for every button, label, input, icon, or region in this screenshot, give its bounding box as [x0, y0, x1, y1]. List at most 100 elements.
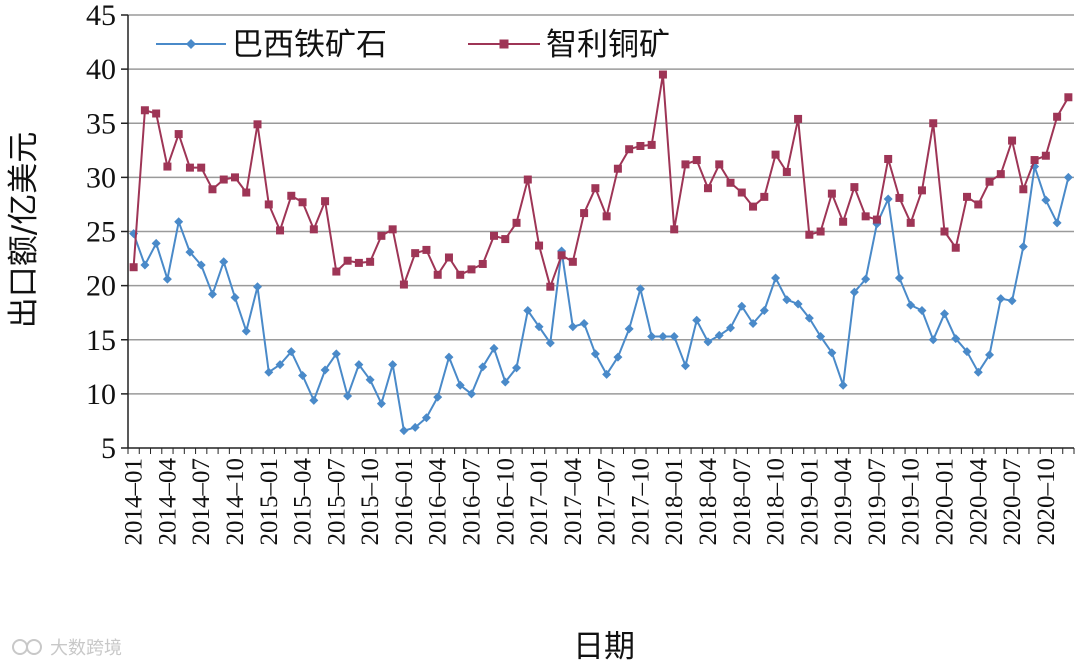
data-point — [1064, 93, 1073, 102]
x-tick-label: 2016–10 — [492, 458, 519, 546]
data-point — [343, 256, 352, 265]
data-point — [861, 274, 871, 284]
data-point — [827, 189, 836, 198]
x-tick-label: 2020–10 — [1033, 458, 1060, 546]
x-tick-label: 2018–01 — [661, 458, 688, 546]
x-tick-label: 2018–10 — [763, 458, 790, 546]
x-tick-label: 2019–10 — [898, 458, 925, 546]
data-point — [478, 259, 487, 268]
data-point — [635, 284, 645, 294]
data-point — [332, 267, 341, 276]
x-tick-label: 2016–07 — [458, 458, 485, 546]
data-point — [782, 295, 792, 305]
data-point — [276, 226, 285, 235]
data-point — [545, 338, 555, 348]
data-point — [546, 282, 555, 291]
x-tick-label: 2015–01 — [256, 458, 283, 546]
data-point — [703, 184, 712, 193]
y-tick-label: 15 — [86, 324, 116, 357]
data-point — [152, 109, 161, 118]
data-point — [590, 349, 600, 359]
x-tick-label: 2015–10 — [357, 458, 384, 546]
data-point — [1030, 156, 1039, 165]
data-point — [816, 227, 825, 236]
x-tick-label: 2016–04 — [425, 458, 452, 546]
data-point — [760, 192, 769, 201]
x-tick-label: 2014–01 — [121, 458, 148, 546]
data-point — [455, 380, 465, 390]
data-point — [895, 193, 904, 202]
data-point — [602, 212, 611, 221]
data-point — [343, 391, 353, 401]
data-point — [410, 422, 420, 432]
data-point — [365, 375, 375, 385]
watermark-logo-icon-2 — [26, 639, 42, 655]
data-point — [996, 170, 1005, 179]
data-point — [872, 215, 881, 224]
data-point — [929, 119, 938, 128]
data-point — [298, 370, 308, 380]
data-point — [242, 188, 251, 197]
data-point — [489, 343, 499, 353]
data-point — [151, 238, 161, 248]
data-point — [963, 192, 972, 201]
data-point — [962, 347, 972, 357]
data-point — [444, 253, 453, 262]
data-point — [490, 231, 499, 240]
data-point — [287, 191, 296, 200]
data-point — [737, 188, 746, 197]
data-point — [512, 218, 521, 227]
data-point — [602, 369, 612, 379]
data-point — [782, 167, 791, 176]
data-point — [658, 332, 668, 342]
data-point — [793, 299, 803, 309]
data-point — [264, 200, 273, 209]
data-point — [207, 289, 217, 299]
data-point — [320, 365, 330, 375]
data-point — [804, 313, 814, 323]
data-point — [140, 106, 149, 115]
data-point — [906, 218, 915, 227]
data-point — [951, 243, 960, 252]
data-point — [129, 263, 138, 272]
data-point — [275, 360, 285, 370]
data-point — [849, 287, 859, 297]
x-tick-label: 2019–04 — [830, 458, 857, 546]
data-point — [839, 217, 848, 226]
legend-marker-2 — [499, 39, 509, 49]
legend-label-2: 智利铜矿 — [546, 27, 670, 63]
data-point — [399, 426, 409, 436]
x-tick-label: 2015–07 — [323, 458, 350, 546]
data-point — [1008, 136, 1017, 145]
data-point — [253, 282, 263, 292]
data-point — [501, 235, 510, 244]
data-point — [636, 141, 645, 150]
data-point — [647, 140, 656, 149]
data-point — [827, 348, 837, 358]
data-point — [321, 197, 330, 206]
data-point — [917, 186, 926, 195]
legend-marker-1 — [186, 39, 196, 49]
data-point — [185, 163, 194, 172]
data-point — [906, 300, 916, 310]
data-point — [466, 389, 476, 399]
series-2 — [129, 70, 1073, 291]
data-point — [737, 301, 747, 311]
data-point — [726, 178, 735, 187]
data-point — [973, 367, 983, 377]
data-point — [658, 70, 667, 79]
x-tick-label: 2014–10 — [222, 458, 249, 546]
data-point — [861, 212, 870, 221]
data-point — [534, 322, 544, 332]
data-point — [771, 150, 780, 159]
data-point — [421, 413, 431, 423]
data-point — [422, 245, 431, 254]
data-point — [692, 156, 701, 165]
x-tick-label: 2019–07 — [864, 458, 891, 546]
data-point — [1041, 195, 1051, 205]
data-point — [388, 225, 397, 234]
data-point — [478, 362, 488, 372]
data-point — [726, 323, 736, 333]
data-point — [230, 293, 240, 303]
